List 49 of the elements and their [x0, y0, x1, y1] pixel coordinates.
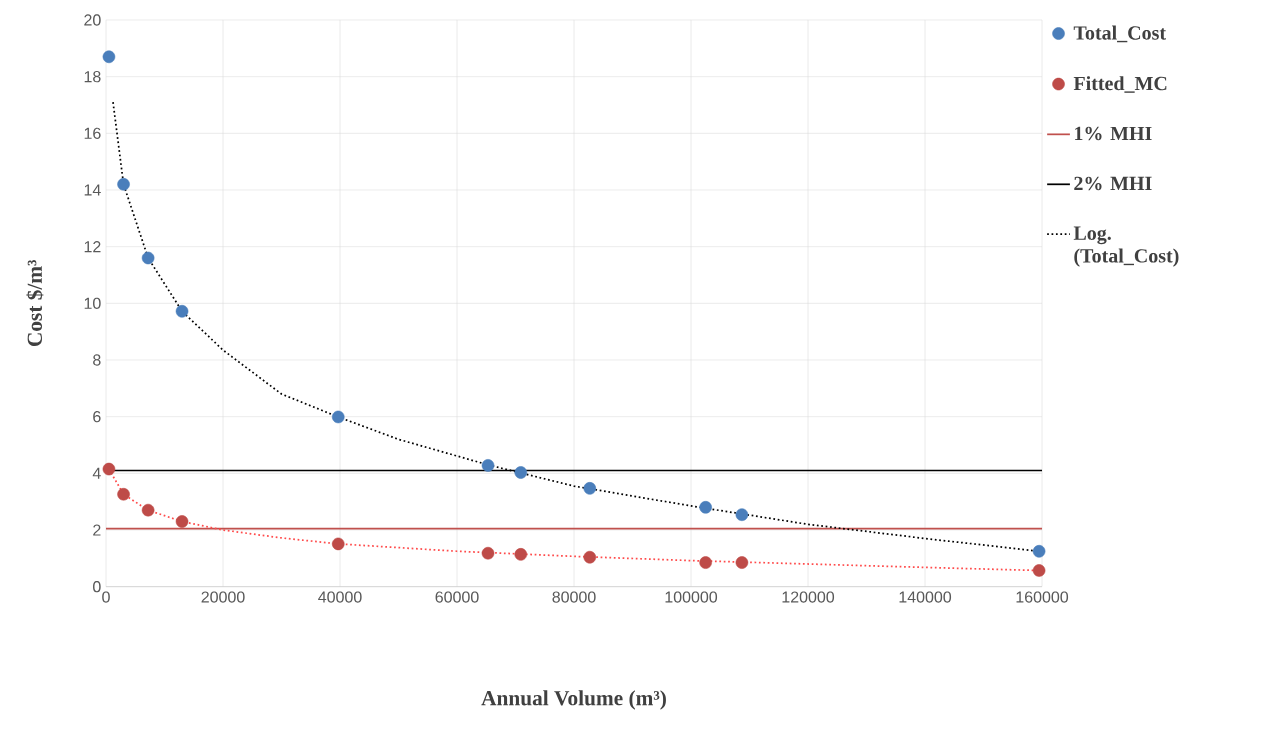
point — [481, 459, 495, 472]
x-tick-label: 80000 — [552, 591, 596, 603]
y-tick-label: 14 — [84, 184, 101, 196]
point — [331, 537, 345, 551]
x-tick-label: 20000 — [201, 591, 245, 603]
point — [102, 462, 116, 476]
point — [735, 556, 749, 569]
point — [141, 251, 155, 265]
point — [117, 178, 130, 191]
point — [583, 482, 597, 495]
legend-label: 1% MHI — [1075, 126, 1152, 141]
y-axis-title: Cost $/m³ — [26, 260, 44, 347]
x-tick-label: 100000 — [665, 591, 718, 603]
point — [331, 410, 345, 424]
point — [481, 546, 495, 560]
point — [699, 501, 712, 514]
point — [1032, 564, 1046, 577]
x-tick-label: 160000 — [1016, 591, 1069, 603]
point — [735, 508, 749, 521]
legend-label: Total_Cost — [1073, 25, 1166, 43]
y-tick-label: 8 — [93, 354, 101, 366]
point — [699, 556, 712, 569]
point — [1032, 544, 1046, 558]
point — [514, 466, 528, 479]
point — [141, 503, 155, 517]
x-axis-title: Annual Volume (m³) — [481, 690, 666, 710]
legend-label: Fitted_MC — [1073, 76, 1167, 93]
x-tick-label: 0 — [102, 591, 110, 603]
point — [117, 488, 130, 501]
y-tick-label: 12 — [84, 241, 101, 253]
y-tick-label: 6 — [93, 411, 101, 423]
y-tick-label: 2 — [93, 524, 101, 536]
point — [583, 550, 597, 564]
point — [175, 515, 189, 528]
y-tick-label: 16 — [84, 127, 101, 139]
y-tick-label: 18 — [84, 71, 101, 83]
x-tick-label: 40000 — [318, 591, 362, 603]
y-tick-label: 0 — [93, 581, 101, 593]
legend-label: Log. (Total_Cost) — [1073, 226, 1179, 267]
y-tick-label: 10 — [84, 297, 101, 309]
x-tick-label: 140000 — [899, 591, 952, 603]
point — [102, 50, 116, 64]
x-tick-label: 120000 — [782, 591, 835, 603]
point — [175, 304, 189, 318]
legend-label: 2% MHI — [1074, 176, 1152, 191]
point — [514, 548, 528, 561]
y-tick-label: 4 — [92, 467, 101, 479]
y-tick-label: 20 — [84, 14, 101, 26]
x-tick-label: 60000 — [435, 591, 479, 603]
